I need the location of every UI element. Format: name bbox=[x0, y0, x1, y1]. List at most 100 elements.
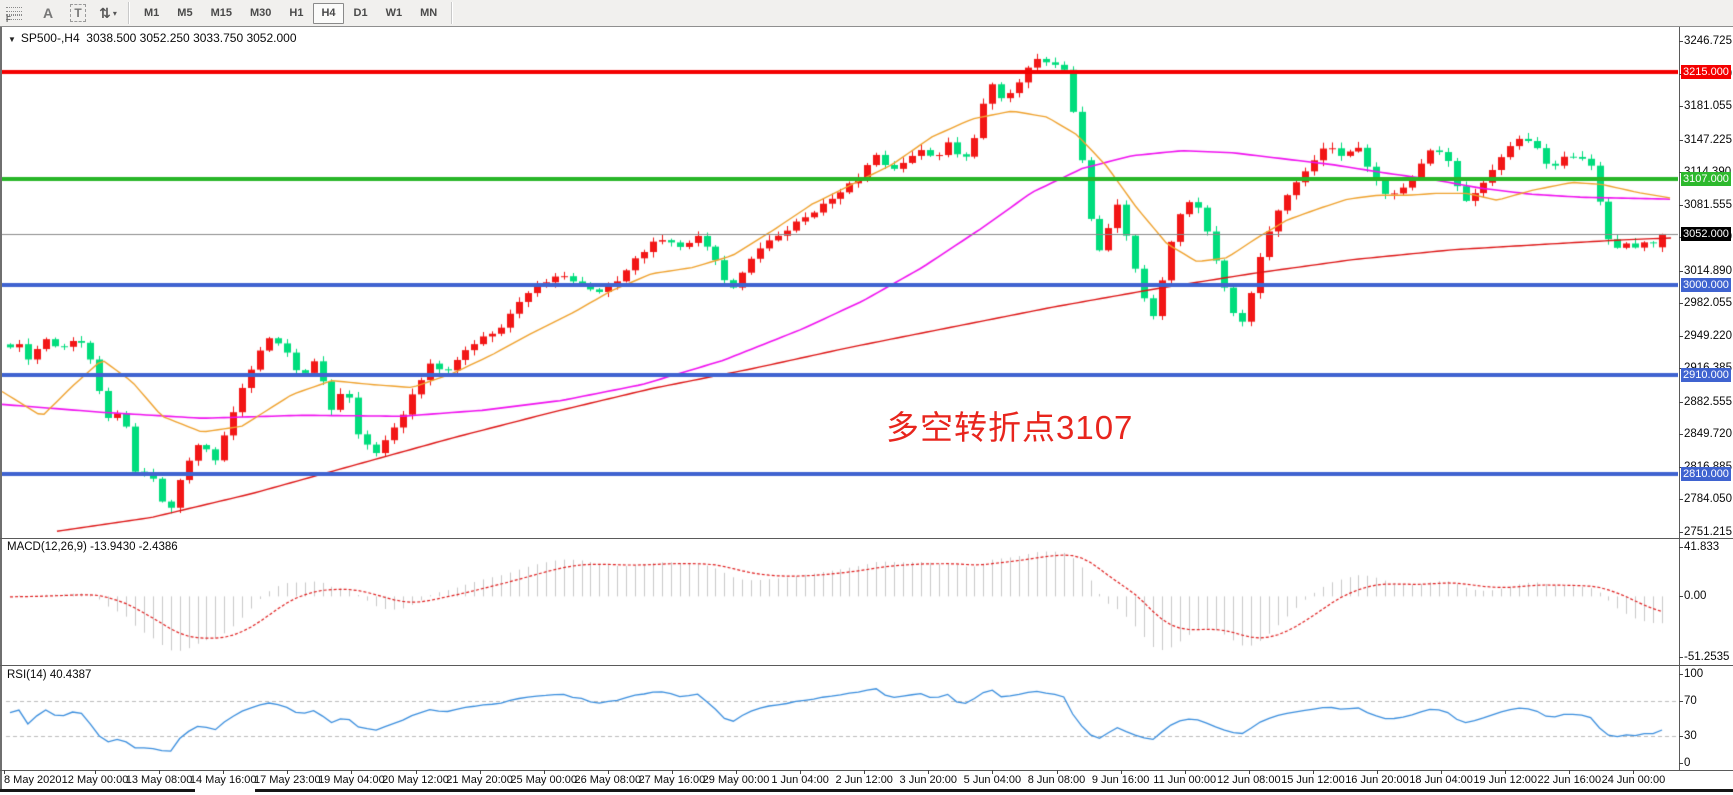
price-level-badge: 3215.000 bbox=[1681, 65, 1731, 80]
price-tick-label: 2882.555 bbox=[1684, 395, 1732, 408]
date-tick-mark bbox=[800, 770, 802, 774]
date-tick-label: 27 May 16:00 bbox=[638, 774, 706, 786]
indicator-tick-label: -51.2535 bbox=[1684, 650, 1730, 663]
text-object-icon[interactable]: T bbox=[66, 2, 90, 24]
date-tick-label: 12 May 00:00 bbox=[61, 774, 129, 786]
horizontal-scrollbar[interactable] bbox=[0, 789, 1733, 792]
date-tick-label: 12 Jun 08:00 bbox=[1216, 774, 1281, 786]
chart-symbol-period: SP500-,H4 bbox=[20, 31, 80, 45]
timeframe-button-group: M1 M5 M15 M30 H1 H4 D1 W1 MN bbox=[135, 2, 446, 24]
timeframe-button-h1[interactable]: H1 bbox=[289, 6, 304, 19]
annotation-text: 多空转折点3107 bbox=[886, 409, 1134, 446]
date-tick-mark bbox=[159, 770, 161, 774]
date-tick-label: 18 Jun 04:00 bbox=[1409, 774, 1473, 786]
drawing-arrows-icon[interactable]: ⇅ ▾ bbox=[99, 4, 117, 21]
indicator-tick-label: 70 bbox=[1684, 694, 1697, 707]
indicator-tick-label: 41.833 bbox=[1684, 540, 1720, 553]
rsi-panel-separator[interactable] bbox=[0, 665, 1733, 666]
text-label-icon[interactable]: A bbox=[42, 5, 54, 21]
timeframe-button-m15[interactable]: M15 bbox=[210, 6, 232, 19]
indicator-tick-label: 100 bbox=[1684, 668, 1704, 680]
date-tick-label: 1 Jun 04:00 bbox=[771, 774, 829, 786]
date-tick-label: 11 Jun 00:00 bbox=[1153, 774, 1217, 786]
templates-f-label: F bbox=[6, 14, 22, 24]
date-tick-mark bbox=[351, 770, 353, 774]
date-tick-label: 8 Jun 08:00 bbox=[1027, 774, 1086, 786]
price-tick-mark bbox=[1679, 335, 1683, 337]
price-level-badge: 3000.000 bbox=[1681, 278, 1731, 293]
date-tick-mark bbox=[736, 770, 737, 774]
price-tick-label: 2751.215 bbox=[1684, 526, 1732, 538]
date-tick-label: 2 Jun 12:00 bbox=[835, 774, 893, 786]
date-tick-mark bbox=[1056, 770, 1058, 774]
timeframe-button-m5[interactable]: M5 bbox=[177, 6, 193, 19]
price-tick-label: 2949.220 bbox=[1684, 329, 1732, 342]
date-tick-label: 14 May 16:00 bbox=[189, 774, 257, 786]
price-tick-label: 2982.055 bbox=[1684, 297, 1732, 310]
toolbar: F A T ⇅ ▾ M1 M5 M15 M30 H1 H4 D1 W1 MN bbox=[0, 0, 1733, 27]
price-tick-mark bbox=[1679, 139, 1683, 141]
date-tick-label: 19 Jun 12:00 bbox=[1473, 774, 1537, 786]
date-tick-mark bbox=[1377, 770, 1378, 774]
date-tick-mark bbox=[4, 770, 5, 774]
timeframe-button-m30[interactable]: M30 bbox=[249, 6, 272, 19]
window-left-border bbox=[0, 27, 2, 790]
date-tick-mark bbox=[479, 770, 481, 774]
indicator-tick-mark bbox=[1679, 546, 1683, 548]
price-tick-mark bbox=[1679, 106, 1683, 108]
price-tick-mark bbox=[1679, 499, 1683, 501]
timeframe-button-h4[interactable]: H4 bbox=[313, 2, 344, 24]
toolbar-separator bbox=[128, 2, 130, 24]
toolbar-separator bbox=[451, 2, 454, 24]
price-tick-mark bbox=[1679, 303, 1683, 305]
indicator-tick-mark bbox=[1679, 736, 1683, 738]
price-tick-mark bbox=[1679, 270, 1683, 272]
date-tick-label: 25 May 00:00 bbox=[510, 774, 578, 786]
indicator-tick-mark bbox=[1679, 674, 1683, 675]
date-tick-label: 21 May 20:00 bbox=[446, 774, 513, 786]
date-tick-mark bbox=[1505, 770, 1507, 774]
price-tick-mark bbox=[1679, 204, 1683, 206]
timeframe-button-m1[interactable]: M1 bbox=[144, 6, 160, 19]
price-tick-mark bbox=[1679, 532, 1683, 533]
indicator-tick-mark bbox=[1679, 700, 1683, 702]
price-tick-label: 3181.055 bbox=[1684, 100, 1732, 113]
date-tick-label: 29 May 00:00 bbox=[702, 774, 770, 786]
horizontal-scrollbar-gap bbox=[195, 789, 255, 792]
price-tick-label: 3147.225 bbox=[1684, 133, 1732, 146]
indicator-tick-mark bbox=[1679, 656, 1683, 658]
date-tick-label: 3 Jun 20:00 bbox=[899, 774, 958, 786]
price-level-badge: 3107.000 bbox=[1681, 172, 1731, 187]
date-tick-mark bbox=[1633, 770, 1635, 774]
date-tick-mark bbox=[1248, 770, 1250, 774]
date-tick-mark bbox=[95, 770, 96, 774]
date-tick-mark bbox=[1184, 770, 1186, 774]
date-tick-label: 22 Jun 16:00 bbox=[1537, 774, 1602, 786]
price-tick-label: 3014.890 bbox=[1684, 264, 1732, 277]
date-tick-mark bbox=[223, 770, 225, 774]
price-tick-mark bbox=[1679, 434, 1683, 436]
indicator-tick-mark bbox=[1679, 763, 1683, 764]
date-tick-label: 13 May 08:00 bbox=[125, 774, 193, 786]
price-axis-border bbox=[1679, 27, 1680, 770]
chart-caret-icon[interactable]: ▼ bbox=[8, 35, 16, 44]
timeframe-button-d1[interactable]: D1 bbox=[353, 6, 368, 19]
date-tick-label: 8 May 2020 bbox=[4, 774, 62, 786]
date-tick-label: 26 May 08:00 bbox=[574, 774, 642, 786]
date-tick-mark bbox=[287, 770, 289, 774]
date-tick-label: 20 May 12:00 bbox=[382, 774, 449, 786]
indicator-tick-label: 30 bbox=[1684, 730, 1697, 743]
macd-panel-separator[interactable] bbox=[0, 538, 1733, 539]
timeframe-button-mn[interactable]: MN bbox=[420, 6, 438, 19]
date-tick-label: 9 Jun 16:00 bbox=[1091, 774, 1150, 786]
timeframe-button-w1[interactable]: W1 bbox=[385, 6, 403, 19]
chart-templates-icon[interactable]: F bbox=[6, 5, 30, 24]
price-level-badge: 2810.000 bbox=[1681, 466, 1731, 481]
date-tick-mark bbox=[992, 770, 994, 774]
chart-ohlc-values: 3038.500 3052.250 3033.750 3052.000 bbox=[86, 31, 297, 45]
indicator-tick-label: 0 bbox=[1684, 757, 1691, 769]
price-chart-canvas[interactable] bbox=[2, 28, 1678, 770]
price-tick-label: 2849.720 bbox=[1684, 428, 1732, 441]
date-tick-label: 15 Jun 12:00 bbox=[1281, 774, 1345, 786]
